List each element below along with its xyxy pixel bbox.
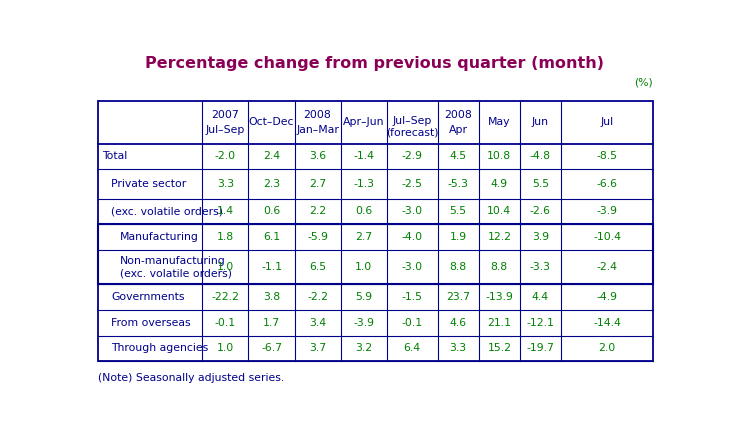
- Text: -12.1: -12.1: [526, 318, 554, 328]
- Text: -8.5: -8.5: [596, 151, 618, 161]
- Text: 4.6: 4.6: [450, 318, 466, 328]
- Text: 1.7: 1.7: [263, 318, 280, 328]
- Text: 2.2: 2.2: [309, 207, 326, 217]
- Text: 1.0: 1.0: [217, 262, 234, 272]
- Text: Jul–Sep: Jul–Sep: [206, 125, 245, 135]
- Text: (forecast): (forecast): [386, 128, 439, 138]
- Bar: [98, 101, 653, 361]
- Text: 2.0: 2.0: [599, 343, 615, 353]
- Text: Jul: Jul: [600, 117, 613, 127]
- Text: 2.3: 2.3: [263, 179, 280, 189]
- Text: -3.9: -3.9: [353, 318, 374, 328]
- Text: 6.4: 6.4: [404, 343, 420, 353]
- Text: From overseas: From overseas: [111, 318, 191, 328]
- Text: -19.7: -19.7: [526, 343, 554, 353]
- Text: 6.5: 6.5: [309, 262, 326, 272]
- Text: Percentage change from previous quarter (month): Percentage change from previous quarter …: [145, 56, 604, 71]
- Text: -2.9: -2.9: [402, 151, 423, 161]
- Text: -4.0: -4.0: [402, 232, 423, 242]
- Text: -3.9: -3.9: [596, 207, 618, 217]
- Bar: [98, 224, 653, 284]
- Text: 8.8: 8.8: [450, 262, 466, 272]
- Text: -2.0: -2.0: [215, 151, 236, 161]
- Text: -6.7: -6.7: [261, 343, 282, 353]
- Text: 3.3: 3.3: [217, 179, 234, 189]
- Text: Oct–Dec: Oct–Dec: [249, 117, 294, 127]
- Text: -3.3: -3.3: [530, 262, 551, 272]
- Text: 10.8: 10.8: [487, 151, 512, 161]
- Text: 4.5: 4.5: [450, 151, 466, 161]
- Text: -2.4: -2.4: [596, 262, 618, 272]
- Text: -5.3: -5.3: [447, 179, 469, 189]
- Text: 21.1: 21.1: [488, 318, 511, 328]
- Text: -2.2: -2.2: [307, 292, 328, 302]
- Text: 23.7: 23.7: [446, 292, 470, 302]
- Text: -14.4: -14.4: [593, 318, 621, 328]
- Text: 8.8: 8.8: [491, 262, 508, 272]
- Text: -1.3: -1.3: [353, 179, 374, 189]
- Text: 3.9: 3.9: [532, 232, 549, 242]
- Text: 4.4: 4.4: [532, 292, 549, 302]
- Text: Private sector: Private sector: [111, 179, 186, 189]
- Text: 1.0: 1.0: [355, 262, 372, 272]
- Text: -3.0: -3.0: [402, 262, 423, 272]
- Text: 10.4: 10.4: [487, 207, 512, 217]
- Text: -0.1: -0.1: [215, 318, 236, 328]
- Text: Governments: Governments: [111, 292, 185, 302]
- Text: 1.0: 1.0: [217, 343, 234, 353]
- Text: Apr–Jun: Apr–Jun: [343, 117, 385, 127]
- Text: 1.4: 1.4: [217, 207, 234, 217]
- Text: 2.7: 2.7: [355, 232, 372, 242]
- Text: 2008: 2008: [304, 110, 331, 120]
- Text: Manufacturing: Manufacturing: [120, 232, 199, 242]
- Text: -1.4: -1.4: [353, 151, 374, 161]
- Text: Apr: Apr: [449, 125, 468, 135]
- Text: -4.9: -4.9: [596, 292, 618, 302]
- Text: -1.5: -1.5: [402, 292, 423, 302]
- Text: Through agencies: Through agencies: [111, 343, 208, 353]
- Text: Total: Total: [102, 151, 127, 161]
- Text: -4.8: -4.8: [530, 151, 551, 161]
- Text: -6.6: -6.6: [596, 179, 618, 189]
- Text: 3.4: 3.4: [309, 318, 326, 328]
- Text: -2.6: -2.6: [530, 207, 551, 217]
- Text: (exc. volatile orders): (exc. volatile orders): [111, 207, 223, 217]
- Text: 2008: 2008: [445, 110, 472, 120]
- Text: 5.5: 5.5: [532, 179, 549, 189]
- Text: Jul–Sep: Jul–Sep: [393, 115, 432, 125]
- Text: -13.9: -13.9: [485, 292, 513, 302]
- Text: Jan–Mar: Jan–Mar: [296, 125, 339, 135]
- Text: 0.6: 0.6: [263, 207, 280, 217]
- Text: 5.9: 5.9: [355, 292, 372, 302]
- Text: (%): (%): [634, 77, 653, 87]
- Text: 15.2: 15.2: [488, 343, 511, 353]
- Text: 5.5: 5.5: [450, 207, 466, 217]
- Text: 6.1: 6.1: [263, 232, 280, 242]
- Text: (Note) Seasonally adjusted series.: (Note) Seasonally adjusted series.: [98, 373, 284, 383]
- Text: Jun: Jun: [532, 117, 549, 127]
- Text: 3.3: 3.3: [450, 343, 466, 353]
- Text: 2.7: 2.7: [309, 179, 326, 189]
- Text: 1.9: 1.9: [450, 232, 466, 242]
- Text: -3.0: -3.0: [402, 207, 423, 217]
- Text: 3.8: 3.8: [263, 292, 280, 302]
- Text: -1.1: -1.1: [261, 262, 282, 272]
- Text: 1.8: 1.8: [217, 232, 234, 242]
- Text: -22.2: -22.2: [212, 292, 239, 302]
- Text: -0.1: -0.1: [402, 318, 423, 328]
- Text: 2007: 2007: [212, 110, 239, 120]
- Text: 0.6: 0.6: [355, 207, 372, 217]
- Text: 4.9: 4.9: [491, 179, 508, 189]
- Text: -2.5: -2.5: [402, 179, 423, 189]
- Text: May: May: [488, 117, 510, 127]
- Text: 3.2: 3.2: [355, 343, 372, 353]
- Text: 3.7: 3.7: [309, 343, 326, 353]
- Text: 12.2: 12.2: [488, 232, 511, 242]
- Text: Non-manufacturing
(exc. volatile orders): Non-manufacturing (exc. volatile orders): [120, 256, 232, 278]
- Text: -5.9: -5.9: [307, 232, 328, 242]
- Text: 3.6: 3.6: [309, 151, 326, 161]
- Text: -10.4: -10.4: [593, 232, 621, 242]
- Text: 2.4: 2.4: [263, 151, 280, 161]
